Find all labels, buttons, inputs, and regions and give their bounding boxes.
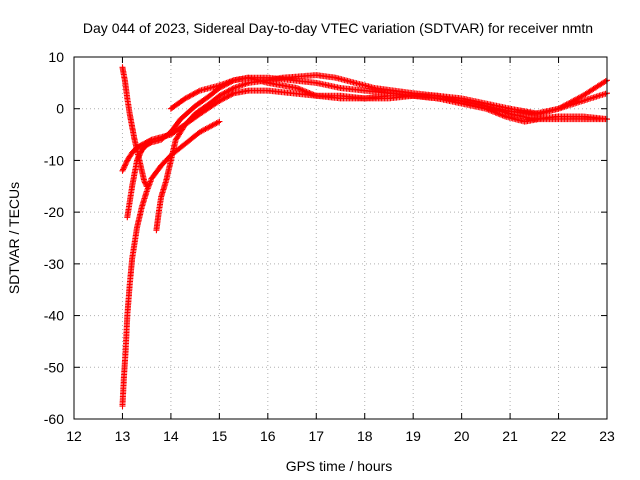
data-markers <box>119 64 610 410</box>
tick-marks <box>73 56 608 420</box>
y-tick-label: -30 <box>44 256 64 272</box>
y-tick-label: -10 <box>44 152 64 168</box>
x-tick-label: 16 <box>260 428 276 444</box>
y-tick-label: 10 <box>48 49 64 65</box>
x-tick-label: 15 <box>212 428 228 444</box>
plot-frame <box>73 56 608 420</box>
x-tick-label: 12 <box>66 428 82 444</box>
y-axis-label: SDTVAR / TECUs <box>6 182 22 294</box>
series-track-6 <box>167 74 610 125</box>
tick-labels: 12 13 14 15 16 17 18 19 20 21 22 23 10 0 -10 -20 -30 -40 -… <box>44 49 615 444</box>
y-tick-label: -60 <box>44 411 64 427</box>
x-tick-label: 20 <box>454 428 470 444</box>
x-tick-label: 14 <box>163 428 179 444</box>
marker-trace <box>167 74 610 125</box>
x-tick-label: 13 <box>115 428 131 444</box>
marker-trace <box>119 64 150 190</box>
x-tick-label: 21 <box>502 428 518 444</box>
y-tick-label: -50 <box>44 359 64 375</box>
x-tick-label: 22 <box>551 428 567 444</box>
x-tick-label: 23 <box>599 428 615 444</box>
x-tick-label: 17 <box>308 428 324 444</box>
y-tick-label: -20 <box>44 204 64 220</box>
x-axis-label: GPS time / hours <box>286 458 393 474</box>
chart-title: Day 044 of 2023, Sidereal Day-to-day VTE… <box>83 20 593 36</box>
y-tick-label: 0 <box>56 101 64 117</box>
y-tick-label: -40 <box>44 308 64 324</box>
x-tick-label: 18 <box>357 428 373 444</box>
x-tick-label: 19 <box>405 428 421 444</box>
marker-trace <box>119 118 223 410</box>
series-track-5 <box>119 64 150 190</box>
marker-trace <box>124 74 610 221</box>
series-track-2 <box>124 74 610 221</box>
series-track-4 <box>119 118 223 410</box>
